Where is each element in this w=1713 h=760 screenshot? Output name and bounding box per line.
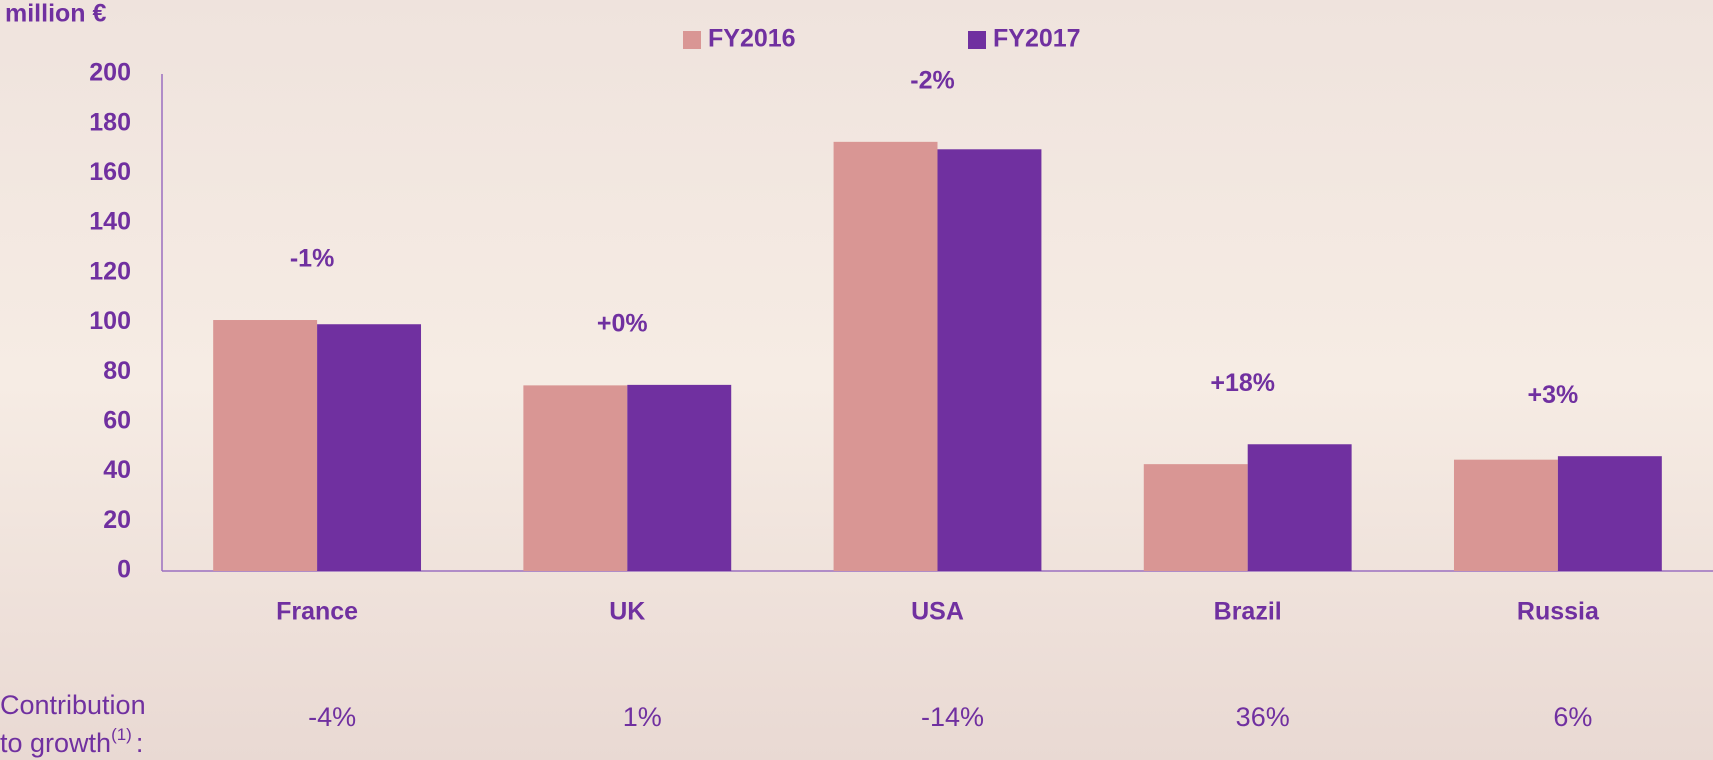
contribution-value: -14% bbox=[921, 702, 984, 732]
legend-swatch bbox=[683, 31, 701, 49]
bar bbox=[317, 324, 422, 571]
legend-label: FY2016 bbox=[708, 25, 796, 53]
contribution-label: to growth bbox=[0, 728, 111, 758]
contribution-value: 6% bbox=[1553, 702, 1592, 732]
bar bbox=[1143, 464, 1248, 571]
bar bbox=[1453, 459, 1558, 571]
y-tick-label: 100 bbox=[89, 307, 131, 335]
y-tick-label: 80 bbox=[103, 357, 131, 385]
contribution-colon: : bbox=[136, 728, 144, 758]
bar bbox=[937, 149, 1042, 571]
x-tick-label: Brazil bbox=[1214, 598, 1282, 626]
footnote-mark: (1) bbox=[111, 725, 132, 744]
bar bbox=[213, 320, 318, 571]
x-tick-label: Russia bbox=[1517, 598, 1600, 626]
y-tick-label: 0 bbox=[117, 556, 131, 584]
growth-label: +18% bbox=[1210, 369, 1275, 397]
contribution-value: 1% bbox=[623, 702, 662, 732]
x-tick-label: France bbox=[276, 598, 358, 626]
contribution-label: to growth(1): bbox=[0, 725, 143, 758]
growth-label: +3% bbox=[1528, 381, 1579, 409]
contribution-label: Contribution bbox=[0, 690, 146, 720]
bar bbox=[523, 385, 628, 571]
x-tick-label: USA bbox=[911, 598, 964, 626]
legend-swatch bbox=[968, 31, 986, 49]
y-axis-label: million € bbox=[5, 0, 107, 28]
growth-label: -2% bbox=[910, 66, 954, 94]
y-tick-label: 120 bbox=[89, 257, 131, 285]
y-tick-label: 160 bbox=[89, 158, 131, 186]
y-tick-label: 180 bbox=[89, 108, 131, 136]
y-tick-label: 60 bbox=[103, 407, 131, 435]
y-tick-label: 140 bbox=[89, 208, 131, 236]
growth-label: -1% bbox=[290, 245, 334, 273]
contribution-value: -4% bbox=[308, 702, 356, 732]
y-tick-label: 20 bbox=[103, 506, 131, 534]
x-tick-label: UK bbox=[609, 598, 645, 626]
legend-label: FY2017 bbox=[993, 25, 1081, 53]
growth-label: +0% bbox=[597, 309, 648, 337]
bar bbox=[1557, 456, 1662, 571]
y-tick-label: 200 bbox=[89, 59, 131, 87]
bar bbox=[627, 384, 732, 571]
bar bbox=[1247, 444, 1352, 571]
bar bbox=[833, 141, 938, 571]
contribution-value: 36% bbox=[1236, 702, 1290, 732]
y-tick-label: 40 bbox=[103, 456, 131, 484]
